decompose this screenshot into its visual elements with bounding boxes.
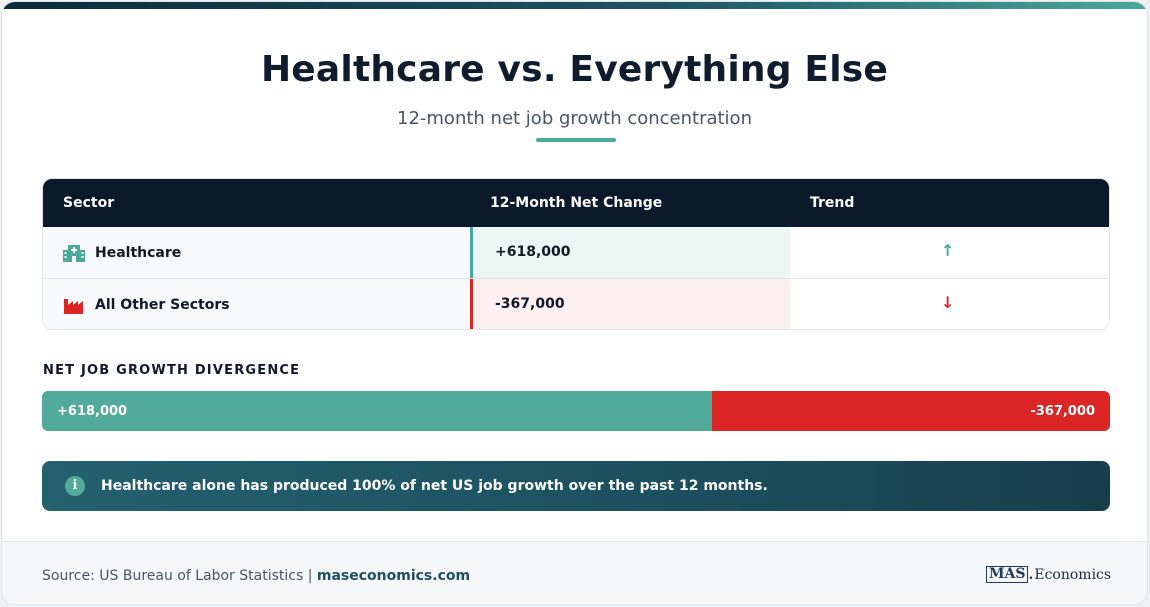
footer: Source: US Bureau of Labor Statistics | … bbox=[2, 541, 1147, 604]
source-note: Source: US Bureau of Labor Statistics | … bbox=[42, 568, 471, 584]
insight-callout: i Healthcare alone has produced 100% of … bbox=[42, 461, 1110, 511]
table-row-other-sectors: All Other Sectors -367,000 ↓ bbox=[43, 279, 1109, 329]
title-underline bbox=[536, 138, 616, 142]
positive-segment bbox=[42, 391, 712, 431]
positive-segment-label: +618,000 bbox=[57, 404, 128, 419]
brand-logo: MAS. Economics bbox=[986, 566, 1111, 583]
table-header: Sector 12-Month Net Change Trend bbox=[43, 179, 1109, 227]
divergence-section-label: NET JOB GROWTH DIVERGENCE bbox=[43, 363, 301, 378]
hospital-icon bbox=[63, 244, 85, 262]
trend-down-icon: ↓ bbox=[941, 293, 955, 312]
logo-text: Economics bbox=[1034, 566, 1112, 583]
top-accent-bar bbox=[2, 2, 1147, 9]
net-change-value: -367,000 bbox=[470, 279, 790, 329]
insight-text: Healthcare alone has produced 100% of ne… bbox=[101, 478, 768, 494]
net-change-value: +618,000 bbox=[470, 227, 790, 278]
page-subtitle: 12-month net job growth concentration bbox=[397, 108, 752, 129]
column-header-trend: Trend bbox=[810, 195, 855, 211]
negative-segment bbox=[712, 391, 1110, 431]
sector-name: All Other Sectors bbox=[95, 297, 230, 313]
divergence-bar: +618,000 -367,000 bbox=[42, 391, 1110, 431]
source-site-link[interactable]: maseconomics.com bbox=[316, 568, 471, 584]
trend-up-icon: ↑ bbox=[941, 241, 955, 260]
factory-icon bbox=[63, 296, 85, 314]
info-icon: i bbox=[65, 476, 85, 496]
negative-segment-label: -367,000 bbox=[1030, 404, 1095, 419]
column-header-sector: Sector bbox=[63, 195, 115, 211]
logo-mark: MAS bbox=[986, 566, 1029, 583]
column-header-change: 12-Month Net Change bbox=[490, 195, 663, 211]
sector-table: Sector 12-Month Net Change Trend bbox=[42, 178, 1110, 330]
table-row-healthcare: Healthcare +618,000 ↑ bbox=[43, 227, 1109, 279]
sector-name: Healthcare bbox=[95, 245, 182, 261]
page-title: Healthcare vs. Everything Else bbox=[260, 49, 889, 90]
